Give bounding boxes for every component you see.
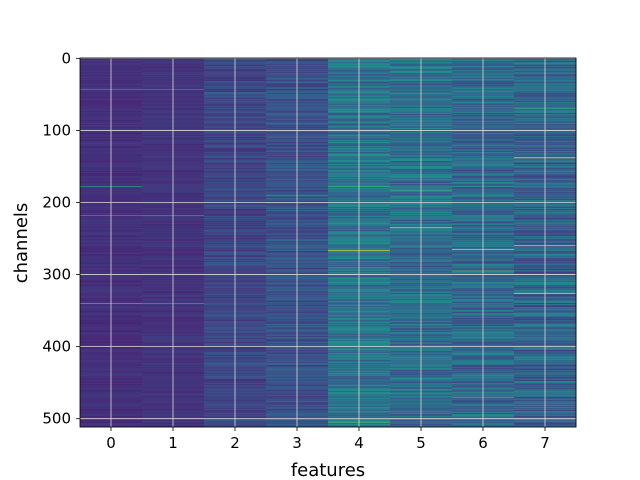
x-tick-label: 7 — [540, 434, 550, 452]
y-tick-label: 400 — [42, 338, 71, 356]
x-tick-label: 5 — [416, 434, 426, 452]
y-tick-label: 500 — [42, 410, 71, 428]
heatmap-cells — [80, 58, 577, 428]
y-tick-label: 100 — [42, 121, 71, 139]
x-tick-label: 6 — [478, 434, 488, 452]
y-axis-label: channels — [11, 203, 32, 284]
x-tick-label: 3 — [292, 434, 302, 452]
y-tick-label: 0 — [61, 49, 71, 67]
grid-lines — [80, 57, 576, 427]
x-tick-label: 0 — [106, 434, 116, 452]
x-tick-label: 2 — [230, 434, 240, 452]
y-axis-ticks: 0 100 200 300 400 500 — [42, 49, 80, 428]
y-tick-label: 300 — [42, 266, 71, 284]
plot-frame — [79, 57, 577, 428]
x-axis-label: features — [291, 460, 365, 480]
x-tick-label: 1 — [168, 434, 178, 452]
x-tick-label: 4 — [354, 434, 364, 452]
y-tick-label: 200 — [42, 194, 71, 212]
x-axis-ticks: 0 1 2 3 4 5 6 7 — [106, 427, 550, 452]
